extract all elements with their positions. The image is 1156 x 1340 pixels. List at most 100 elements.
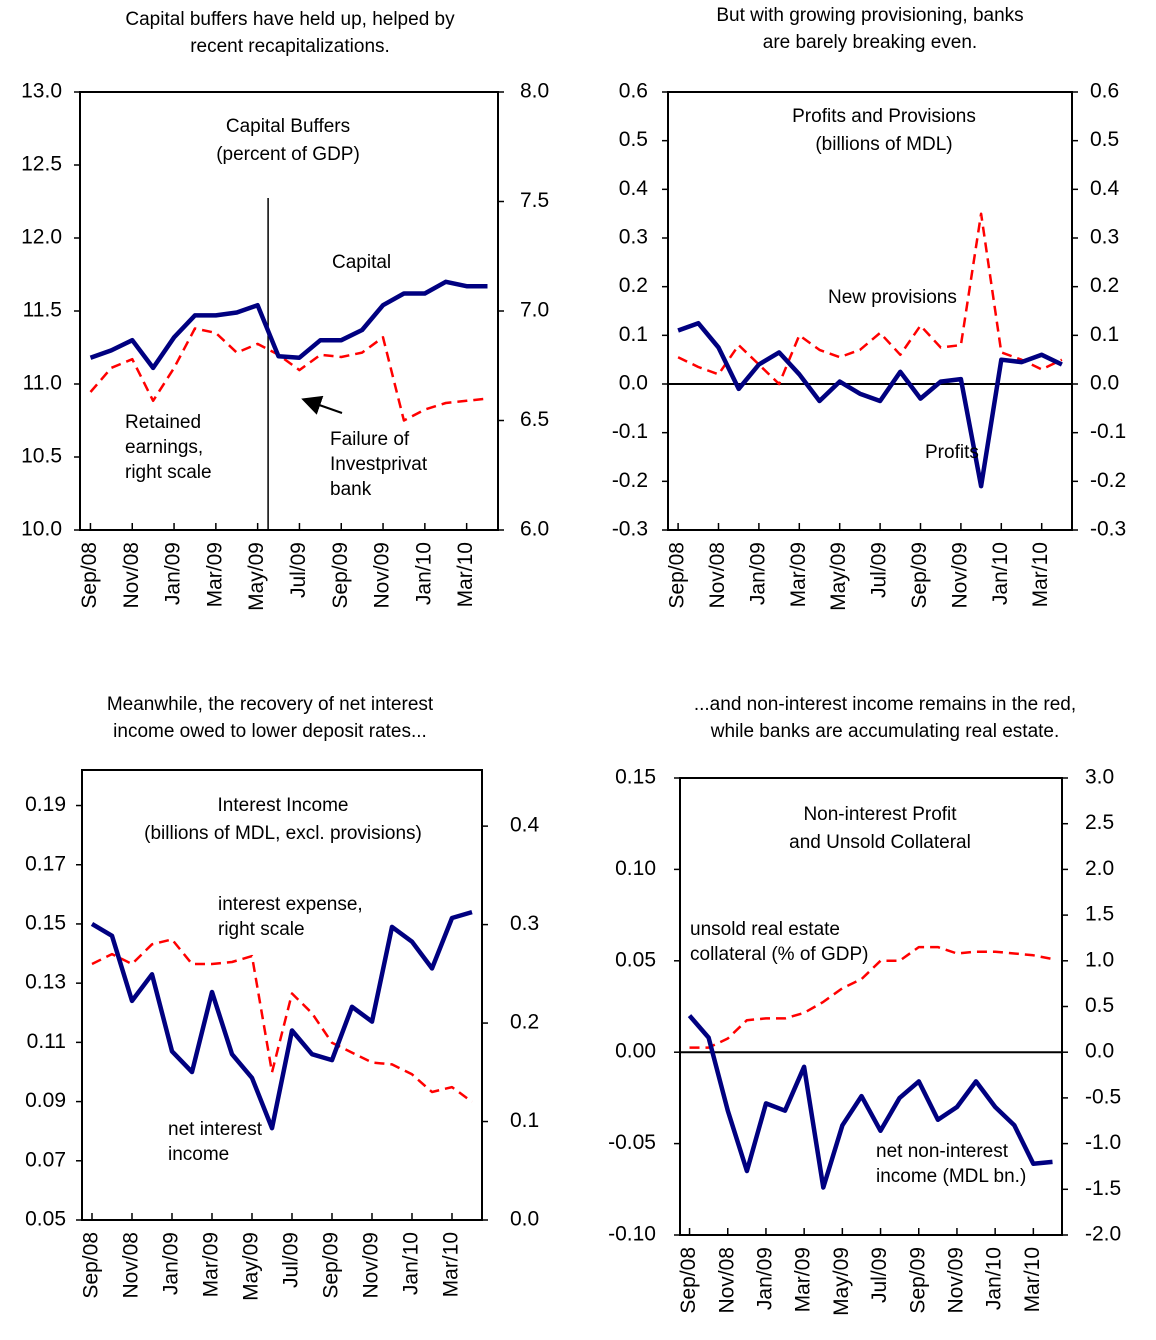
x-tick-label: Nov/09 bbox=[371, 542, 394, 609]
y2-tick-label: 8.0 bbox=[520, 80, 549, 103]
annotation: income (MDL bn.) bbox=[876, 1166, 1026, 1187]
x-tick-label: Mar/09 bbox=[792, 1247, 815, 1312]
annotation-arrow bbox=[301, 395, 343, 415]
x-tick-label: Nov/09 bbox=[360, 1232, 383, 1299]
x-tick-label: Jan/10 bbox=[412, 542, 435, 605]
panel-heading: Meanwhile, the recovery of net interest bbox=[107, 694, 434, 715]
y2-tick-label: 0.4 bbox=[1090, 177, 1120, 200]
y2-tick-label: -2.0 bbox=[1085, 1223, 1121, 1246]
x-tick-label: Jul/09 bbox=[868, 1247, 891, 1303]
annotation: unsold real estate bbox=[690, 919, 840, 940]
y-tick-label: -0.2 bbox=[612, 469, 648, 492]
annotation: right scale bbox=[218, 919, 305, 940]
y2-tick-label: 0.0 bbox=[1090, 372, 1119, 395]
y2-tick-label: 3.0 bbox=[1085, 766, 1114, 789]
y2-tick-label: 0.1 bbox=[1090, 323, 1119, 346]
plot-frame bbox=[81, 769, 483, 1221]
y2-tick-label: 0.2 bbox=[510, 1011, 539, 1034]
y-tick-label: 11.5 bbox=[23, 299, 62, 322]
x-tick-label: Jan/09 bbox=[160, 1232, 183, 1295]
y-tick-label: 0.15 bbox=[25, 911, 66, 934]
annotation: collateral (% of GDP) bbox=[690, 944, 868, 965]
annotation: net interest bbox=[168, 1119, 263, 1140]
x-tick-label: Mar/09 bbox=[200, 1232, 223, 1297]
plot-frame bbox=[667, 91, 1073, 531]
series-line bbox=[91, 938, 473, 1103]
annotation: earnings, bbox=[125, 437, 203, 458]
annotation: Capital bbox=[332, 252, 391, 273]
series-line bbox=[687, 1014, 1053, 1190]
chart-title: (percent of GDP) bbox=[216, 144, 360, 165]
y-tick-label: 0.07 bbox=[25, 1148, 66, 1171]
y-tick-label: 0.09 bbox=[25, 1089, 66, 1112]
y-tick-label: 0.5 bbox=[619, 128, 648, 151]
x-tick-label: Jul/09 bbox=[868, 542, 891, 598]
y-tick-label: 0.1 bbox=[619, 323, 648, 346]
y2-tick-label: 0.4 bbox=[510, 814, 540, 837]
x-tick-label: Jan/09 bbox=[753, 1247, 776, 1310]
chart-title: (billions of MDL) bbox=[815, 134, 952, 155]
annotation: Retained bbox=[125, 412, 201, 433]
panel-heading: income owed to lower deposit rates... bbox=[113, 721, 427, 742]
chart-title: Interest Income bbox=[218, 795, 349, 816]
y-tick-label: -0.05 bbox=[608, 1131, 656, 1154]
x-tick-label: Nov/09 bbox=[944, 1247, 967, 1314]
panel-heading: ...and non-interest income remains in th… bbox=[694, 694, 1076, 715]
chart-title: Profits and Provisions bbox=[792, 106, 976, 127]
series-line bbox=[677, 212, 1063, 386]
series-line bbox=[90, 909, 473, 1131]
y-tick-label: 0.10 bbox=[615, 857, 656, 880]
x-tick-label: Nov/08 bbox=[120, 542, 143, 609]
x-tick-label: Sep/08 bbox=[78, 542, 101, 609]
y-tick-label: 11.0 bbox=[23, 372, 62, 395]
annotation: net non-interest bbox=[876, 1141, 1009, 1162]
x-tick-label: Jan/10 bbox=[983, 1247, 1006, 1310]
y2-tick-label: 1.5 bbox=[1085, 903, 1114, 926]
y2-tick-label: 0.1 bbox=[510, 1109, 539, 1132]
y-tick-label: 13.0 bbox=[21, 80, 62, 103]
chart-title: (billions of MDL, excl. provisions) bbox=[144, 823, 422, 844]
panel-heading: are barely breaking even. bbox=[763, 32, 977, 53]
y2-tick-label: 6.0 bbox=[520, 518, 549, 541]
x-tick-label: Nov/08 bbox=[715, 1247, 738, 1314]
x-tick-label: Sep/09 bbox=[329, 542, 352, 609]
x-tick-label: Sep/09 bbox=[906, 1247, 929, 1314]
chart-title: Capital Buffers bbox=[226, 116, 350, 137]
panel-heading: But with growing provisioning, banks bbox=[716, 5, 1023, 26]
y-tick-label: 0.05 bbox=[25, 1208, 66, 1231]
y-tick-label: 0.05 bbox=[615, 948, 656, 971]
y2-tick-label: -1.0 bbox=[1085, 1131, 1121, 1154]
y-tick-label: 0.0 bbox=[619, 372, 648, 395]
y2-tick-label: 7.5 bbox=[520, 189, 549, 212]
y2-tick-label: -1.5 bbox=[1085, 1177, 1121, 1200]
x-tick-label: May/09 bbox=[830, 1247, 853, 1316]
y-tick-label: 0.15 bbox=[615, 766, 656, 789]
y-tick-label: 0.19 bbox=[25, 793, 66, 816]
x-tick-label: May/09 bbox=[240, 1232, 263, 1301]
annotation: income bbox=[168, 1144, 229, 1165]
panel-heading: Capital buffers have held up, helped by bbox=[125, 9, 455, 30]
y-tick-label: 0.6 bbox=[619, 80, 648, 103]
y-tick-label: -0.3 bbox=[612, 518, 648, 541]
y-tick-label: 0.4 bbox=[619, 177, 649, 200]
annotation: Profits bbox=[925, 442, 979, 463]
y2-tick-label: 2.5 bbox=[1085, 811, 1114, 834]
x-tick-label: Mar/10 bbox=[440, 1232, 463, 1297]
series-line bbox=[689, 945, 1053, 1049]
y2-tick-label: 0.5 bbox=[1090, 128, 1119, 151]
annotation: right scale bbox=[125, 462, 212, 483]
x-tick-label: Jan/10 bbox=[989, 542, 1012, 605]
y2-tick-label: -0.3 bbox=[1090, 518, 1126, 541]
series-line bbox=[677, 320, 1063, 489]
y-tick-label: 12.0 bbox=[21, 226, 62, 249]
series-line bbox=[89, 327, 488, 422]
y2-tick-label: 0.0 bbox=[1085, 1040, 1114, 1063]
x-tick-label: Mar/09 bbox=[787, 542, 810, 607]
y-tick-label: 0.13 bbox=[25, 971, 66, 994]
y2-tick-label: 7.0 bbox=[520, 299, 549, 322]
x-tick-label: Jan/09 bbox=[746, 542, 769, 605]
y-tick-label: -0.1 bbox=[612, 420, 648, 443]
y2-tick-label: -0.2 bbox=[1090, 469, 1126, 492]
y-tick-label: 0.00 bbox=[615, 1040, 656, 1063]
series-line bbox=[89, 279, 488, 371]
